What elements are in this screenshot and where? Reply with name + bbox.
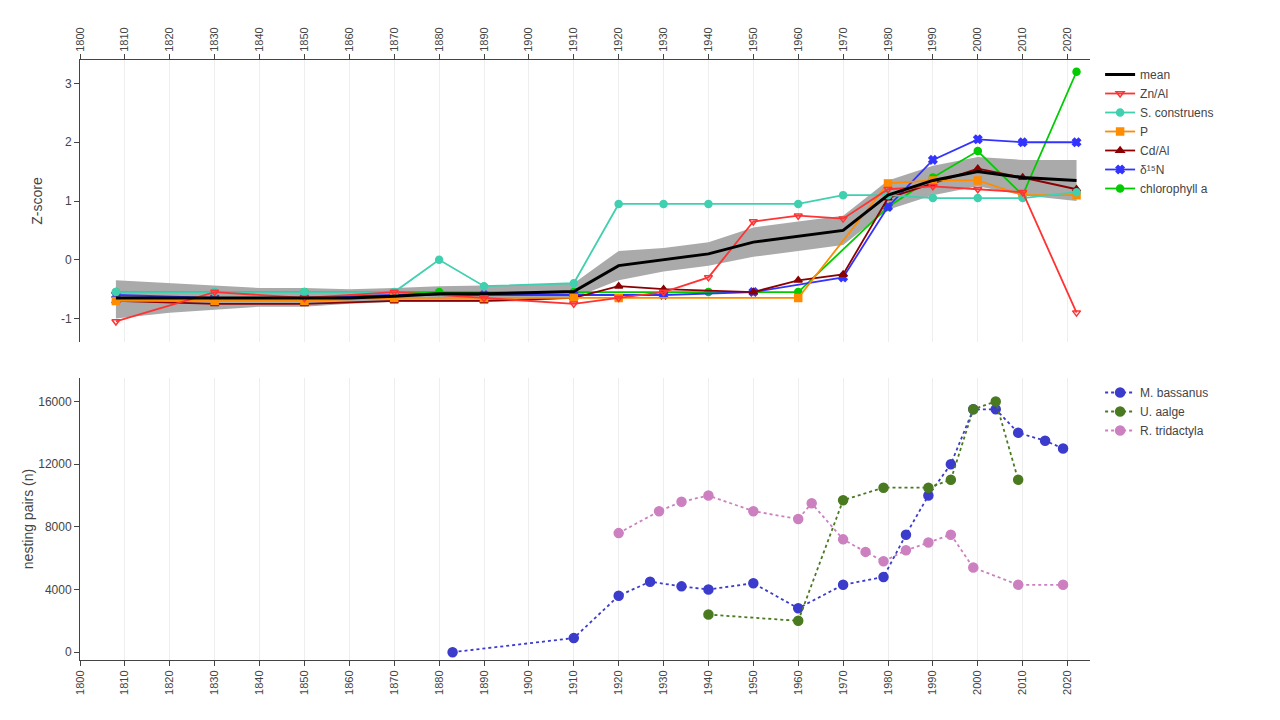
- svg-text:R. tridactyla: R. tridactyla: [1140, 424, 1204, 438]
- svg-text:1960: 1960: [792, 670, 804, 694]
- svg-text:1990: 1990: [926, 670, 938, 694]
- svg-text:1880: 1880: [433, 27, 445, 51]
- svg-text:1950: 1950: [747, 27, 759, 51]
- svg-text:nesting pairs (n): nesting pairs (n): [20, 469, 36, 569]
- svg-text:1900: 1900: [522, 27, 534, 51]
- svg-text:2020: 2020: [1061, 27, 1073, 51]
- svg-text:1860: 1860: [343, 670, 355, 694]
- svg-text:8000: 8000: [45, 520, 72, 534]
- svg-text:2010: 2010: [1016, 670, 1028, 694]
- svg-text:1: 1: [65, 194, 72, 208]
- svg-text:1830: 1830: [208, 670, 220, 694]
- svg-text:chlorophyll a: chlorophyll a: [1140, 182, 1208, 196]
- svg-text:U. aalge: U. aalge: [1140, 405, 1185, 419]
- svg-text:Cd/Al: Cd/Al: [1140, 144, 1169, 158]
- svg-text:1910: 1910: [567, 670, 579, 694]
- svg-text:2000: 2000: [971, 27, 983, 51]
- svg-text:3: 3: [65, 77, 72, 91]
- svg-text:1860: 1860: [343, 27, 355, 51]
- svg-text:1850: 1850: [298, 27, 310, 51]
- svg-text:1950: 1950: [747, 670, 759, 694]
- svg-text:1980: 1980: [882, 27, 894, 51]
- svg-text:1810: 1810: [118, 670, 130, 694]
- svg-text:1890: 1890: [478, 670, 490, 694]
- svg-text:1880: 1880: [433, 670, 445, 694]
- svg-text:0: 0: [65, 253, 72, 267]
- svg-text:2010: 2010: [1016, 27, 1028, 51]
- svg-text:12000: 12000: [38, 457, 72, 471]
- svg-text:2000: 2000: [971, 670, 983, 694]
- svg-text:1870: 1870: [388, 27, 400, 51]
- svg-text:-1: -1: [61, 312, 72, 326]
- svg-text:16000: 16000: [38, 395, 72, 409]
- svg-text:2: 2: [65, 135, 72, 149]
- svg-text:1930: 1930: [657, 27, 669, 51]
- svg-text:2020: 2020: [1061, 670, 1073, 694]
- svg-text:δ¹⁵N: δ¹⁵N: [1140, 163, 1164, 177]
- svg-text:1970: 1970: [837, 670, 849, 694]
- svg-text:1900: 1900: [522, 670, 534, 694]
- svg-text:1930: 1930: [657, 670, 669, 694]
- svg-text:1960: 1960: [792, 27, 804, 51]
- svg-text:1870: 1870: [388, 670, 400, 694]
- svg-text:1910: 1910: [567, 27, 579, 51]
- svg-text:1940: 1940: [702, 670, 714, 694]
- svg-text:1820: 1820: [163, 670, 175, 694]
- svg-text:1980: 1980: [882, 670, 894, 694]
- svg-text:Zn/Al: Zn/Al: [1140, 87, 1168, 101]
- svg-text:1890: 1890: [478, 27, 490, 51]
- svg-text:1830: 1830: [208, 27, 220, 51]
- svg-text:1840: 1840: [253, 27, 265, 51]
- svg-text:M. bassanus: M. bassanus: [1140, 386, 1208, 400]
- svg-text:1800: 1800: [74, 670, 86, 694]
- svg-text:4000: 4000: [45, 583, 72, 597]
- svg-text:1920: 1920: [612, 27, 624, 51]
- svg-text:1820: 1820: [163, 27, 175, 51]
- svg-text:0: 0: [65, 645, 72, 659]
- svg-text:mean: mean: [1140, 68, 1170, 82]
- svg-text:1800: 1800: [74, 27, 86, 51]
- svg-text:1920: 1920: [612, 670, 624, 694]
- svg-text:1970: 1970: [837, 27, 849, 51]
- svg-text:S. construens: S. construens: [1140, 106, 1213, 120]
- svg-text:1990: 1990: [926, 27, 938, 51]
- svg-text:Z-score: Z-score: [29, 177, 45, 225]
- svg-text:P: P: [1140, 125, 1148, 139]
- svg-text:1810: 1810: [118, 27, 130, 51]
- svg-text:1940: 1940: [702, 27, 714, 51]
- svg-text:1850: 1850: [298, 670, 310, 694]
- svg-text:1840: 1840: [253, 670, 265, 694]
